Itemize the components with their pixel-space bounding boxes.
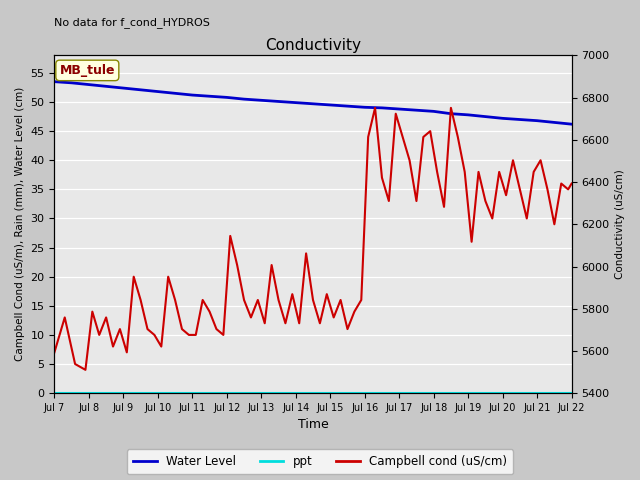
Title: Conductivity: Conductivity <box>265 38 361 53</box>
Y-axis label: Campbell Cond (uS/m), Rain (mm), Water Level (cm): Campbell Cond (uS/m), Rain (mm), Water L… <box>15 87 25 361</box>
Legend: Water Level, ppt, Campbell cond (uS/cm): Water Level, ppt, Campbell cond (uS/cm) <box>127 449 513 474</box>
X-axis label: Time: Time <box>298 419 328 432</box>
Text: MB_tule: MB_tule <box>60 64 115 77</box>
Y-axis label: Conductivity (uS/cm): Conductivity (uS/cm) <box>615 169 625 279</box>
Text: No data for f_cond_HYDROS: No data for f_cond_HYDROS <box>54 18 211 28</box>
